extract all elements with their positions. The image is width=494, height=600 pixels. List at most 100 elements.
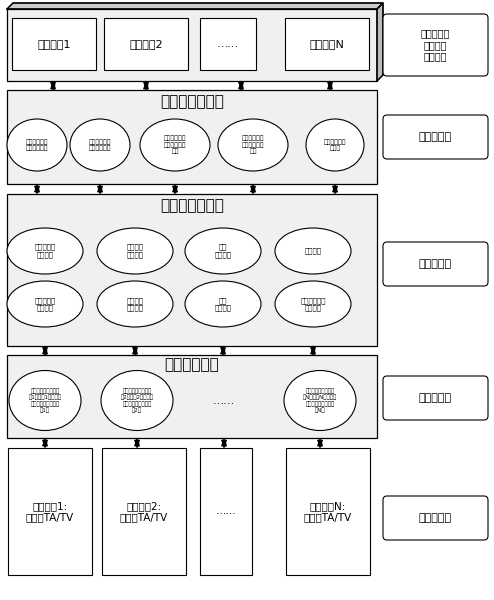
FancyArrow shape bbox=[250, 186, 255, 194]
Ellipse shape bbox=[275, 281, 351, 327]
Text: 其他云服务访
问接口: 其他云服务访 问接口 bbox=[324, 139, 346, 151]
FancyArrow shape bbox=[35, 186, 40, 194]
Text: 实时数据存储逻辑单
元1：设备1电压、电
流等数据流（硬盘地
址1）: 实时数据存储逻辑单 元1：设备1电压、电 流等数据流（硬盘地 址1） bbox=[29, 388, 61, 413]
FancyArrow shape bbox=[220, 346, 225, 354]
Text: 云服务访问模块: 云服务访问模块 bbox=[160, 94, 224, 109]
Text: 云数据计算平台: 云数据计算平台 bbox=[160, 199, 224, 214]
FancyArrow shape bbox=[42, 346, 47, 354]
FancyBboxPatch shape bbox=[383, 115, 488, 159]
FancyArrow shape bbox=[143, 81, 149, 89]
Text: 任务管理、调
度和监控: 任务管理、调 度和监控 bbox=[300, 297, 326, 311]
Text: 云数据存储池: 云数据存储池 bbox=[165, 358, 219, 373]
FancyBboxPatch shape bbox=[383, 496, 488, 540]
FancyBboxPatch shape bbox=[383, 242, 488, 286]
FancyArrow shape bbox=[134, 438, 139, 446]
Text: 应用功能组
件如：测
控、计量: 应用功能组 件如：测 控、计量 bbox=[420, 28, 450, 62]
Text: 算法调度: 算法调度 bbox=[304, 248, 322, 254]
Ellipse shape bbox=[275, 228, 351, 274]
FancyArrow shape bbox=[132, 347, 137, 355]
Text: 数据存储层: 数据存储层 bbox=[418, 393, 452, 403]
Ellipse shape bbox=[284, 370, 356, 431]
FancyArrow shape bbox=[42, 440, 47, 448]
FancyBboxPatch shape bbox=[383, 376, 488, 420]
Text: 电压有效值云
服务访问接口: 电压有效值云 服务访问接口 bbox=[26, 139, 48, 151]
Text: 采样单元N:
互感器TA/TV: 采样单元N: 互感器TA/TV bbox=[304, 500, 352, 522]
Text: ……: …… bbox=[215, 506, 236, 517]
Text: 电压有效值
计算服务: 电压有效值 计算服务 bbox=[35, 244, 56, 258]
Bar bbox=[7, 194, 377, 346]
FancyArrow shape bbox=[318, 438, 323, 446]
FancyArrow shape bbox=[239, 81, 244, 89]
Text: 服务访问层: 服务访问层 bbox=[418, 132, 452, 142]
Text: 应用组件2: 应用组件2 bbox=[129, 39, 163, 49]
Text: 数据计算层: 数据计算层 bbox=[418, 259, 452, 269]
FancyArrow shape bbox=[42, 347, 47, 355]
FancyArrow shape bbox=[221, 440, 227, 448]
Ellipse shape bbox=[7, 119, 67, 171]
FancyArrow shape bbox=[220, 347, 225, 355]
Text: 电量
计算服务: 电量 计算服务 bbox=[214, 244, 232, 258]
Text: 实时数据存储逻辑单
元N：设备N电压、电
流等数据流（硬盘地
址N）: 实时数据存储逻辑单 元N：设备N电压、电 流等数据流（硬盘地 址N） bbox=[303, 388, 337, 413]
FancyArrow shape bbox=[50, 82, 55, 90]
Text: ……: …… bbox=[213, 395, 235, 406]
Text: 采样单元2:
互感器TA/TV: 采样单元2: 互感器TA/TV bbox=[120, 500, 168, 522]
Bar bbox=[7, 355, 377, 438]
Text: 无功功率有效
值云服务访问
接口: 无功功率有效 值云服务访问 接口 bbox=[242, 136, 264, 154]
Text: 有功功率
计算服务: 有功功率 计算服务 bbox=[126, 244, 143, 258]
Polygon shape bbox=[377, 3, 383, 81]
FancyArrow shape bbox=[42, 438, 47, 446]
FancyArrow shape bbox=[172, 186, 177, 194]
FancyArrow shape bbox=[318, 440, 323, 448]
Bar bbox=[102, 448, 186, 575]
Text: 电流有效值
计算服务: 电流有效值 计算服务 bbox=[35, 297, 56, 311]
FancyArrow shape bbox=[50, 81, 55, 89]
Ellipse shape bbox=[7, 228, 83, 274]
Ellipse shape bbox=[97, 228, 173, 274]
Ellipse shape bbox=[9, 370, 81, 431]
FancyArrow shape bbox=[250, 184, 255, 192]
Bar bbox=[285, 18, 369, 70]
Ellipse shape bbox=[97, 281, 173, 327]
Text: 数据采样层: 数据采样层 bbox=[418, 513, 452, 523]
Text: 实时数据存储逻辑单
元2：设备2电压、电
流等数据流（硬盘地
址2）: 实时数据存储逻辑单 元2：设备2电压、电 流等数据流（硬盘地 址2） bbox=[121, 388, 154, 413]
FancyArrow shape bbox=[35, 184, 40, 192]
Ellipse shape bbox=[140, 119, 210, 171]
FancyArrow shape bbox=[132, 346, 137, 354]
FancyArrow shape bbox=[221, 438, 227, 446]
FancyArrow shape bbox=[332, 186, 337, 194]
Ellipse shape bbox=[185, 281, 261, 327]
Bar bbox=[104, 18, 188, 70]
Bar bbox=[200, 448, 252, 575]
Bar bbox=[7, 90, 377, 184]
Text: 应用组件N: 应用组件N bbox=[310, 39, 344, 49]
Ellipse shape bbox=[101, 370, 173, 431]
Ellipse shape bbox=[7, 281, 83, 327]
FancyArrow shape bbox=[311, 347, 316, 355]
Text: 采样单元1:
互感器TA/TV: 采样单元1: 互感器TA/TV bbox=[26, 500, 74, 522]
Ellipse shape bbox=[70, 119, 130, 171]
Text: 电流有效值云
服务访问接口: 电流有效值云 服务访问接口 bbox=[89, 139, 111, 151]
FancyArrow shape bbox=[328, 82, 332, 90]
Text: 应用组件1: 应用组件1 bbox=[37, 39, 71, 49]
Ellipse shape bbox=[306, 119, 364, 171]
FancyArrow shape bbox=[239, 82, 244, 90]
Bar bbox=[8, 448, 92, 575]
Polygon shape bbox=[7, 3, 383, 9]
FancyArrow shape bbox=[143, 82, 149, 90]
Bar bbox=[286, 448, 370, 575]
FancyArrow shape bbox=[97, 186, 102, 194]
FancyArrow shape bbox=[134, 440, 139, 448]
FancyArrow shape bbox=[97, 184, 102, 192]
FancyBboxPatch shape bbox=[383, 14, 488, 76]
Ellipse shape bbox=[218, 119, 288, 171]
Text: 无功功率
计算服务: 无功功率 计算服务 bbox=[126, 297, 143, 311]
Text: 有功功率有效
值云服务访问
接口: 有功功率有效 值云服务访问 接口 bbox=[164, 136, 186, 154]
FancyArrow shape bbox=[328, 81, 332, 89]
Bar bbox=[7, 9, 377, 81]
Bar bbox=[200, 18, 256, 70]
FancyArrow shape bbox=[172, 184, 177, 192]
Text: 其他
计算服务: 其他 计算服务 bbox=[214, 297, 232, 311]
FancyArrow shape bbox=[311, 346, 316, 354]
Bar bbox=[12, 18, 96, 70]
Ellipse shape bbox=[185, 228, 261, 274]
